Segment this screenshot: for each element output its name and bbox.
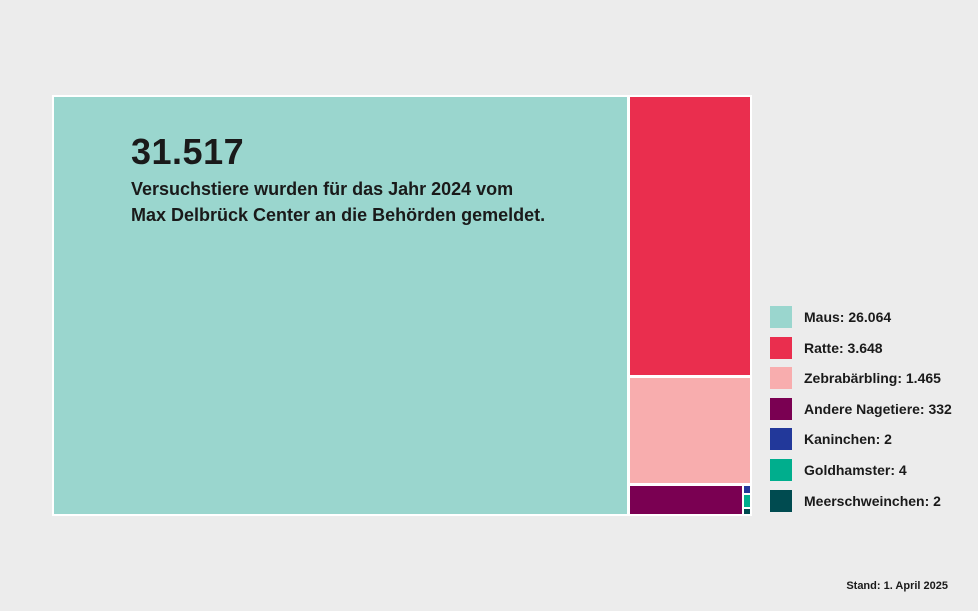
legend-item-kaninchen[interactable]: Kaninchen: 2: [770, 428, 952, 451]
legend-swatch-meerschweinchen: [770, 489, 792, 512]
treemap-block-meerschweinchen[interactable]: [744, 509, 750, 514]
legend-label-goldhamster: Goldhamster: 4: [804, 461, 907, 478]
legend-label-meerschweinchen: Meerschweinchen: 2: [804, 492, 941, 509]
legend-item-andere-nagetiere[interactable]: Andere Nagetiere: 332: [770, 397, 952, 420]
legend-swatch-andere-nagetiere: [770, 397, 792, 420]
legend-item-zebrabaerbling[interactable]: Zebrabärbling: 1.465: [770, 367, 952, 390]
legend-swatch-ratte: [770, 336, 792, 359]
headline-group: 31.517 Versuchstiere wurden für das Jahr…: [54, 97, 627, 228]
legend-item-ratte[interactable]: Ratte: 3.648: [770, 336, 952, 359]
legend-item-goldhamster[interactable]: Goldhamster: 4: [770, 458, 952, 481]
legend-label-kaninchen: Kaninchen: 2: [804, 431, 892, 448]
legend: Maus: 26.064 Ratte: 3.648 Zebrabärbling:…: [770, 306, 952, 512]
subtitle-line-2: Max Delbrück Center an die Behörden geme…: [131, 205, 546, 225]
legend-item-maus[interactable]: Maus: 26.064: [770, 306, 952, 328]
subtitle-line-1: Versuchstiere wurden für das Jahr 2024 v…: [131, 179, 514, 199]
footer-date: Stand: 1. April 2025: [846, 580, 948, 592]
treemap-block-andere-nagetiere[interactable]: [630, 486, 742, 514]
legend-label-ratte: Ratte: 3.648: [804, 339, 883, 356]
legend-swatch-kaninchen: [770, 428, 792, 451]
legend-swatch-maus: [770, 306, 792, 328]
legend-label-andere-nagetiere: Andere Nagetiere: 332: [804, 400, 952, 417]
treemap-block-zebrabaerbling[interactable]: [630, 378, 750, 483]
treemap: 31.517 Versuchstiere wurden für das Jahr…: [52, 95, 752, 516]
treemap-block-ratte[interactable]: [630, 97, 750, 375]
treemap-block-kaninchen[interactable]: [744, 486, 750, 493]
treemap-block-maus[interactable]: 31.517 Versuchstiere wurden für das Jahr…: [54, 97, 627, 514]
legend-label-zebrabaerbling: Zebrabärbling: 1.465: [804, 370, 941, 387]
legend-swatch-goldhamster: [770, 458, 792, 481]
total-count: 31.517: [131, 131, 245, 172]
treemap-block-goldhamster[interactable]: [744, 495, 750, 507]
legend-swatch-zebrabaerbling: [770, 367, 792, 390]
legend-item-meerschweinchen[interactable]: Meerschweinchen: 2: [770, 489, 952, 512]
legend-label-maus: Maus: 26.064: [804, 309, 892, 325]
